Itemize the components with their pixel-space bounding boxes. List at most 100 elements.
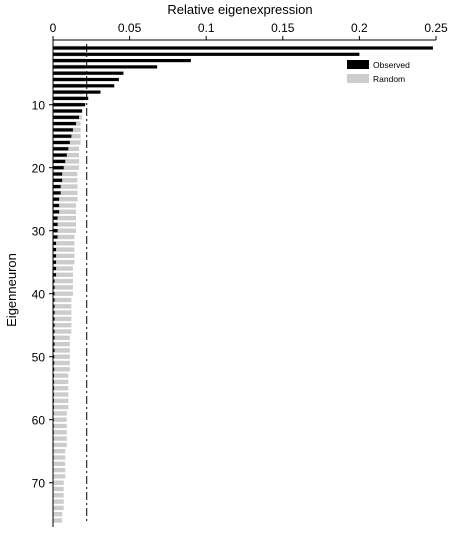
observed-bar	[53, 374, 55, 378]
random-bar	[53, 480, 64, 485]
random-bar	[53, 159, 80, 164]
observed-bar	[53, 159, 66, 163]
random-bar	[53, 493, 64, 498]
observed-bar	[53, 386, 55, 390]
observed-bar	[53, 153, 67, 157]
y-tick-label: 10	[32, 99, 46, 113]
observed-bar	[53, 166, 64, 170]
random-bar	[53, 367, 70, 372]
observed-bar	[53, 185, 61, 189]
random-bar	[53, 449, 66, 454]
random-bar	[53, 165, 80, 170]
observed-bar	[53, 222, 58, 226]
observed-bar	[53, 210, 60, 214]
x-tick-label: 0.1	[198, 21, 215, 35]
random-bar	[53, 455, 66, 460]
random-bar	[53, 392, 69, 397]
random-bar	[53, 379, 69, 385]
observed-bar	[53, 109, 83, 113]
random-bar	[53, 304, 72, 309]
random-bar	[53, 272, 73, 277]
observed-bar	[53, 355, 55, 359]
random-bar	[53, 171, 78, 177]
x-tick-label: 0.15	[271, 21, 295, 35]
random-bar	[53, 354, 70, 359]
random-bar	[53, 474, 66, 479]
random-bar	[53, 499, 64, 504]
observed-bar	[53, 248, 57, 252]
observed-bar	[53, 285, 55, 289]
observed-bar	[53, 128, 73, 132]
y-tick-label: 30	[32, 225, 46, 239]
observed-bar	[53, 266, 57, 271]
random-bar	[53, 404, 69, 410]
random-bar	[53, 373, 69, 378]
random-bar	[53, 329, 72, 334]
random-bar	[53, 241, 75, 246]
x-tick-label: 0.2	[351, 21, 368, 35]
observed-bar	[53, 292, 55, 296]
random-bar	[53, 260, 75, 265]
observed-bar	[53, 115, 80, 119]
observed-bar	[53, 71, 124, 75]
observed-bar	[53, 147, 69, 151]
random-bar	[53, 430, 67, 435]
random-bar	[53, 518, 63, 523]
random-bar	[53, 505, 64, 511]
observed-bar	[53, 46, 433, 50]
observed-bar	[53, 361, 55, 365]
observed-bar	[53, 172, 63, 176]
random-bar	[53, 316, 72, 322]
random-bar	[53, 285, 73, 290]
random-bar	[53, 341, 70, 347]
random-bar	[53, 335, 70, 340]
y-tick-label: 20	[32, 162, 46, 176]
random-bar	[53, 512, 63, 517]
observed-bar	[53, 65, 158, 69]
random-bar	[53, 442, 67, 448]
random-bar	[53, 417, 67, 422]
observed-bar	[53, 140, 70, 145]
random-bar	[53, 184, 78, 189]
legend-swatch-random	[347, 74, 369, 83]
random-bar	[53, 222, 76, 227]
observed-bar	[53, 380, 55, 384]
random-bar	[53, 190, 78, 196]
observed-bar	[53, 298, 55, 302]
observed-bar	[53, 203, 60, 208]
random-bar	[53, 209, 76, 214]
observed-bar	[53, 367, 55, 371]
legend-swatch-observed	[347, 60, 369, 69]
x-axis-ticks: 0 0.05 0.1 0.15 0.2 0.25	[50, 21, 448, 40]
observed-bar	[53, 279, 55, 283]
observed-bar	[53, 235, 58, 239]
random-bar	[53, 197, 78, 202]
x-tick-label: 0	[50, 21, 57, 35]
observed-bar	[53, 336, 55, 340]
y-tick-label: 50	[32, 351, 46, 365]
random-bar	[53, 291, 73, 296]
random-bar	[53, 436, 67, 441]
y-axis-title: Eigenneuron	[4, 253, 19, 327]
observed-bar	[53, 317, 55, 321]
legend-label-observed: Observed	[373, 60, 410, 70]
random-bar	[53, 247, 75, 252]
observed-bar	[53, 134, 72, 138]
observed-bar	[53, 197, 60, 201]
random-bar	[53, 228, 76, 233]
observed-bar	[53, 311, 55, 315]
random-bar	[53, 386, 69, 391]
observed-bar	[53, 241, 57, 245]
x-tick-label: 0.25	[424, 21, 448, 35]
y-tick-label: 70	[32, 477, 46, 491]
random-bar	[53, 360, 70, 366]
observed-bar	[53, 216, 58, 220]
observed-bars	[53, 46, 433, 523]
legend: Observed Random	[347, 60, 410, 84]
random-bar	[53, 348, 70, 353]
random-bar	[53, 215, 76, 221]
observed-bar	[53, 191, 61, 195]
random-bar	[53, 310, 72, 315]
random-bar	[53, 278, 73, 284]
